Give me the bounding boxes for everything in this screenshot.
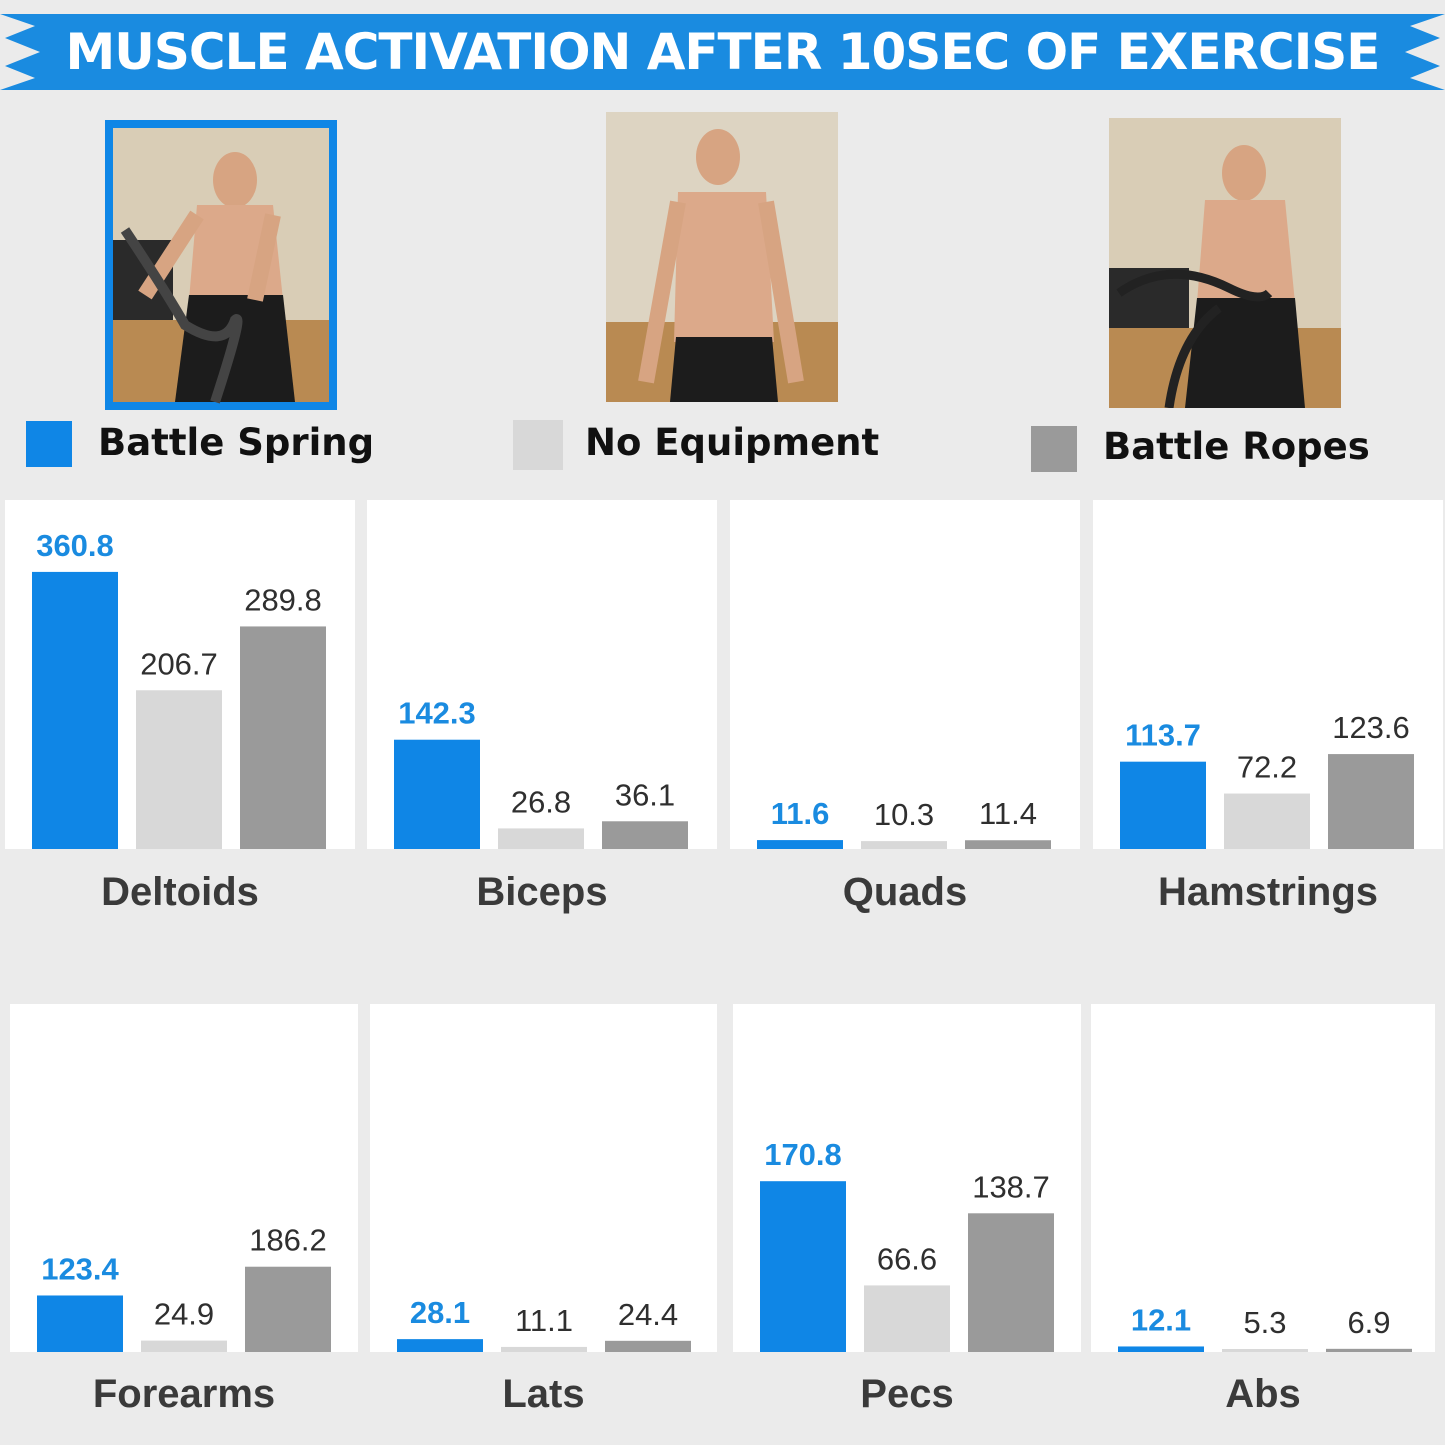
data-label: 10.3	[874, 797, 934, 832]
bar-no-equipment	[501, 1346, 587, 1352]
chart-panel-hamstrings: 113.7 72.2 123.6	[1093, 500, 1443, 849]
category-label: Forearms	[92, 1372, 276, 1416]
bar-no-equipment	[498, 828, 584, 849]
photo-battle-ropes	[1109, 118, 1341, 408]
bar-chart-quads: 11.6 10.3 11.4	[757, 796, 1051, 849]
bar-battle-ropes	[240, 626, 326, 849]
bar-battle-ropes	[245, 1266, 331, 1352]
category-label: Quads	[842, 870, 968, 914]
bar-chart-biceps: 142.3 26.8 36.1	[394, 696, 688, 849]
data-label: 24.4	[618, 1297, 678, 1332]
chart-panel-biceps: 142.3 26.8 36.1	[367, 500, 717, 849]
legend-label: Battle Ropes	[1103, 425, 1370, 468]
bar-chart-deltoids: 360.8 206.7 289.8	[32, 528, 326, 849]
data-label: 11.4	[979, 796, 1037, 831]
data-label: 6.9	[1347, 1305, 1390, 1340]
data-label: 36.1	[615, 777, 675, 812]
data-label: 11.1	[515, 1303, 573, 1338]
category-label: Pecs	[860, 1372, 954, 1416]
bar-battle-spring	[397, 1339, 483, 1352]
bar-chart-abs: 12.1 5.3 6.9	[1118, 1302, 1412, 1352]
banner-ribbon	[0, 14, 1445, 90]
title-banner: MUSCLE ACTIVATION AFTER 10SEC OF EXERCIS…	[0, 14, 1445, 90]
data-label: 360.8	[36, 528, 114, 563]
bar-battle-ropes	[1326, 1348, 1412, 1352]
data-label: 206.7	[140, 646, 218, 681]
bar-battle-spring	[757, 840, 843, 849]
photo-no-equipment	[606, 112, 838, 402]
bar-chart-hamstrings: 113.7 72.2 123.6	[1120, 710, 1414, 849]
bar-battle-spring	[37, 1295, 123, 1352]
chart-panel-quads: 11.6 10.3 11.4	[730, 500, 1080, 849]
data-label: 11.6	[771, 796, 830, 831]
data-label: 138.7	[972, 1169, 1050, 1204]
legend-battle-ropes: Battle Ropes	[1031, 424, 1371, 474]
data-label: 12.1	[1131, 1302, 1191, 1337]
data-label: 123.6	[1332, 710, 1410, 745]
chart-panel-forearms: 123.4 24.9 186.2	[10, 1004, 358, 1352]
category-label: Lats	[502, 1372, 585, 1416]
bar-battle-ropes	[965, 840, 1051, 849]
bar-battle-ropes	[602, 821, 688, 849]
bar-battle-ropes	[605, 1340, 691, 1352]
category-label: Hamstrings	[1157, 870, 1379, 914]
chart-title: MUSCLE ACTIVATION AFTER 10SEC OF EXERCIS…	[65, 23, 1381, 81]
bar-no-equipment	[1222, 1349, 1308, 1352]
photo-battle-spring	[105, 120, 337, 410]
legend-battle-spring: Battle Spring	[26, 420, 374, 470]
category-label: Deltoids	[101, 870, 259, 914]
bar-battle-spring	[394, 739, 480, 849]
data-label: 186.2	[249, 1223, 327, 1258]
data-label: 28.1	[410, 1295, 470, 1330]
data-label: 24.9	[154, 1297, 214, 1332]
category-label: Abs	[1225, 1372, 1301, 1416]
legend-label: No Equipment	[585, 421, 880, 464]
bar-no-equipment	[861, 841, 947, 849]
data-label: 26.8	[511, 784, 571, 819]
chart-panel-lats: 28.1 11.1 24.4	[370, 1004, 717, 1352]
legend-swatch	[513, 420, 563, 470]
category-label: Biceps	[476, 870, 608, 914]
bar-battle-ropes	[1328, 754, 1414, 849]
chart-panel-pecs: 170.8 66.6 138.7	[733, 1004, 1081, 1352]
bar-battle-spring	[1120, 761, 1206, 849]
bar-battle-ropes	[968, 1213, 1054, 1352]
bar-battle-spring	[32, 571, 118, 849]
bar-battle-spring	[760, 1181, 846, 1352]
bar-chart-forearms: 123.4 24.9 186.2	[37, 1223, 331, 1352]
bar-battle-spring	[1118, 1346, 1204, 1352]
data-label: 170.8	[764, 1137, 842, 1172]
legend-no-equipment: No Equipment	[513, 420, 879, 470]
bar-chart-pecs: 170.8 66.6 138.7	[760, 1137, 1054, 1352]
chart-panel-deltoids: 360.8 206.7 289.8	[5, 500, 355, 849]
data-label: 142.3	[398, 696, 476, 731]
bar-chart-lats: 28.1 11.1 24.4	[397, 1295, 691, 1352]
bar-no-equipment	[1224, 793, 1310, 849]
data-label: 72.2	[1237, 750, 1297, 785]
legend-label: Battle Spring	[98, 421, 375, 464]
data-label: 289.8	[244, 582, 322, 617]
chart-panel-abs: 12.1 5.3 6.9	[1091, 1004, 1435, 1352]
data-label: 66.6	[877, 1241, 937, 1276]
data-label: 113.7	[1125, 718, 1201, 753]
bar-no-equipment	[864, 1285, 950, 1352]
bar-no-equipment	[141, 1340, 227, 1352]
legend-swatch	[26, 421, 72, 467]
bar-no-equipment	[136, 690, 222, 849]
legend-swatch	[1031, 426, 1077, 472]
data-label: 5.3	[1243, 1305, 1286, 1340]
data-label: 123.4	[41, 1251, 119, 1286]
